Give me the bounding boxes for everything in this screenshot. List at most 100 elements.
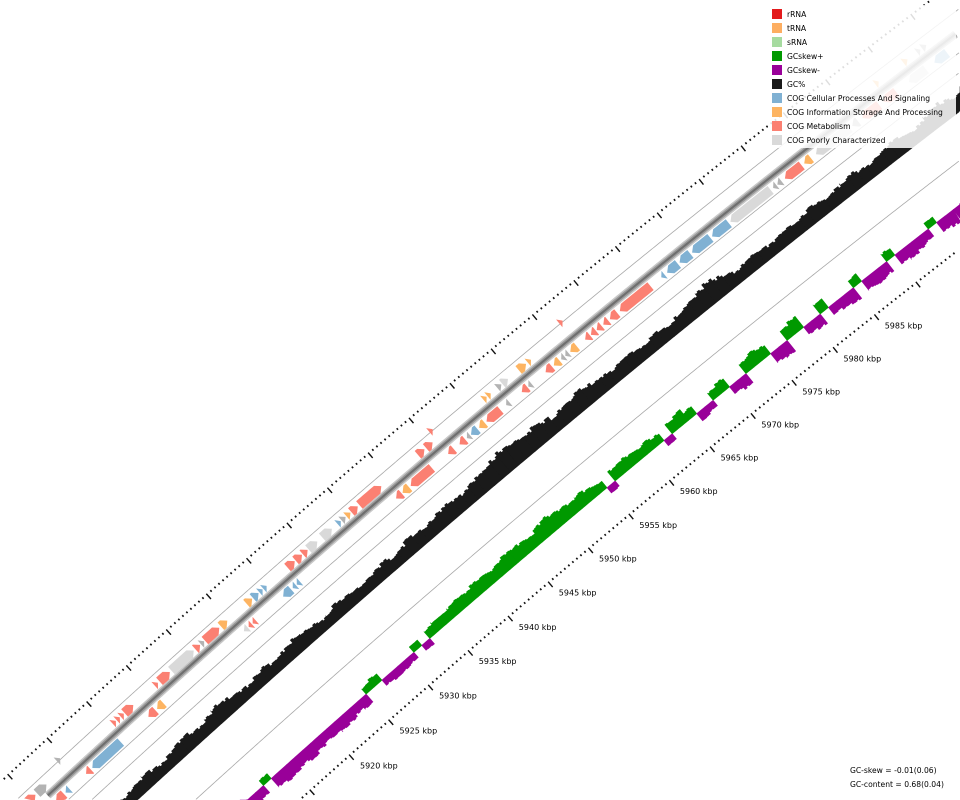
- gene-feature-cog-cellular-reverse[interactable]: [65, 785, 73, 793]
- gene-feature-cog-metabolism-reverse[interactable]: [459, 435, 469, 445]
- gene-feature-cog-metabolism-reverse[interactable]: [619, 282, 654, 312]
- gene-feature-cog-metabolism-forward[interactable]: [556, 319, 563, 328]
- outer-ruler-minor-tick: [639, 225, 643, 229]
- gene-feature-cog-metabolism-reverse[interactable]: [603, 316, 612, 326]
- gene-feature-cog-cellular-reverse[interactable]: [283, 585, 295, 597]
- gene-feature-cog-information-forward[interactable]: [217, 620, 228, 631]
- gene-feature-cog-metabolism-reverse[interactable]: [784, 161, 805, 180]
- gene-feature-uncategorized-reverse[interactable]: [466, 431, 474, 440]
- gene-feature-cog-poorly-characterized-forward[interactable]: [318, 528, 332, 541]
- gene-feature-cog-metabolism-reverse[interactable]: [486, 406, 504, 423]
- inner-ruler-minor-tick: [869, 317, 873, 320]
- gene-feature-cog-metabolism-forward[interactable]: [292, 554, 302, 565]
- gene-feature-cog-metabolism-forward[interactable]: [151, 681, 159, 690]
- outer-ruler-minor-tick: [623, 239, 626, 242]
- gene-feature-uncategorized-reverse[interactable]: [773, 181, 780, 190]
- gene-feature-cog-information-reverse[interactable]: [570, 342, 581, 353]
- gene-feature-cog-information-reverse[interactable]: [157, 699, 167, 710]
- gene-feature-cog-metabolism-forward[interactable]: [356, 485, 382, 509]
- gene-feature-cog-metabolism-forward[interactable]: [284, 560, 295, 572]
- gene-feature-cog-cellular-reverse[interactable]: [292, 581, 300, 590]
- gene-feature-uncategorized-reverse[interactable]: [565, 349, 572, 358]
- gene-feature-cog-poorly-characterized-forward[interactable]: [305, 541, 318, 553]
- gene-feature-cog-cellular-reverse[interactable]: [296, 578, 304, 586]
- gene-feature-cog-cellular-reverse[interactable]: [661, 270, 668, 279]
- gene-feature-cog-poorly-characterized-reverse[interactable]: [243, 623, 252, 632]
- gene-feature-cog-cellular-reverse[interactable]: [679, 250, 694, 264]
- gene-feature-uncategorized-forward[interactable]: [33, 784, 47, 797]
- gc-skew-negative-bar: [803, 320, 818, 335]
- gene-feature-cog-metabolism-reverse[interactable]: [248, 620, 256, 628]
- gene-feature-cog-cellular-forward[interactable]: [249, 592, 259, 602]
- gene-feature-cog-metabolism-forward[interactable]: [121, 704, 134, 717]
- gene-feature-cog-metabolism-reverse[interactable]: [86, 765, 95, 774]
- gene-feature-cog-information-reverse[interactable]: [402, 483, 413, 494]
- gene-feature-uncategorized-reverse[interactable]: [561, 352, 568, 361]
- gene-feature-cog-metabolism-forward[interactable]: [156, 671, 170, 686]
- legend-swatch: [772, 135, 782, 145]
- gene-feature-cog-information-forward[interactable]: [480, 395, 487, 404]
- gene-feature-cog-poorly-characterized-reverse[interactable]: [730, 186, 774, 223]
- gene-feature-cog-cellular-forward[interactable]: [260, 584, 267, 593]
- gene-feature-cog-information-reverse[interactable]: [479, 419, 489, 429]
- gene-feature-cog-metabolism-forward[interactable]: [117, 712, 124, 721]
- gene-feature-uncategorized-reverse[interactable]: [506, 398, 513, 407]
- gene-feature-cog-metabolism-forward[interactable]: [422, 441, 433, 452]
- gene-feature-cog-metabolism-reverse[interactable]: [545, 362, 556, 373]
- gene-feature-uncategorized-reverse[interactable]: [777, 177, 785, 186]
- gene-feature-cog-poorly-characterized-forward[interactable]: [498, 378, 508, 388]
- gene-feature-cog-cellular-reverse[interactable]: [712, 219, 732, 238]
- gene-feature-cog-metabolism-forward[interactable]: [299, 549, 308, 558]
- gene-feature-uncategorized-forward[interactable]: [197, 640, 205, 648]
- legend-item-cog-information: COG Information Storage And Processing: [772, 106, 943, 118]
- outer-ruler-major-tick: [740, 145, 747, 152]
- gene-feature-cog-metabolism-reverse[interactable]: [596, 322, 605, 331]
- gene-feature-cog-information-reverse[interactable]: [553, 356, 563, 366]
- gene-feature-cog-metabolism-reverse[interactable]: [585, 331, 594, 341]
- gene-feature-cog-metabolism-reverse[interactable]: [521, 383, 531, 393]
- gene-feature-cog-cellular-forward[interactable]: [334, 520, 341, 528]
- gene-feature-uncategorized-reverse[interactable]: [528, 380, 535, 388]
- gene-feature-cog-cellular-reverse[interactable]: [471, 425, 481, 436]
- gene-feature-cog-metabolism-reverse[interactable]: [252, 616, 260, 625]
- inner-ruler-minor-tick: [487, 632, 490, 636]
- gene-feature-cog-metabolism-forward[interactable]: [24, 794, 36, 800]
- gene-feature-cog-metabolism-forward[interactable]: [113, 716, 120, 724]
- gene-feature-cog-metabolism-forward[interactable]: [414, 448, 425, 459]
- gene-feature-uncategorized-forward[interactable]: [53, 757, 61, 765]
- ruler-label: 5975 kbp: [802, 387, 840, 396]
- gene-feature-cog-metabolism-reverse[interactable]: [448, 445, 458, 455]
- gc-content-bar: [798, 212, 817, 231]
- gene-feature-cog-metabolism-reverse[interactable]: [396, 489, 406, 499]
- gene-feature-uncategorized-forward[interactable]: [338, 516, 346, 525]
- gene-feature-cog-cellular-reverse[interactable]: [692, 233, 714, 254]
- gene-feature-cog-metabolism-forward[interactable]: [426, 428, 433, 436]
- gc-content-bar: [159, 758, 175, 774]
- gene-feature-cog-metabolism-forward[interactable]: [191, 644, 201, 653]
- gene-feature-cog-metabolism-forward[interactable]: [201, 627, 220, 645]
- gene-feature-uncategorized-forward[interactable]: [494, 384, 502, 392]
- gene-feature-cog-metabolism-reverse[interactable]: [410, 464, 436, 487]
- gene-feature-cog-information-forward[interactable]: [524, 358, 531, 367]
- gene-feature-cog-metabolism-forward[interactable]: [109, 720, 117, 728]
- gene-feature-cog-cellular-reverse[interactable]: [92, 738, 125, 769]
- gene-feature-cog-metabolism-reverse[interactable]: [148, 706, 159, 718]
- gene-feature-cog-metabolism-reverse[interactable]: [590, 326, 600, 336]
- gene-feature-cog-cellular-reverse[interactable]: [667, 260, 682, 274]
- gene-feature-cog-information-forward[interactable]: [484, 392, 491, 400]
- inner-ruler-minor-tick: [451, 663, 455, 667]
- outer-ruler-major-tick: [408, 417, 415, 424]
- gc-skew-positive-bar: [429, 616, 447, 632]
- gene-feature-cog-metabolism-reverse[interactable]: [609, 309, 621, 320]
- gene-feature-cog-poorly-characterized-forward[interactable]: [168, 650, 194, 675]
- gene-feature-cog-cellular-forward[interactable]: [256, 588, 263, 596]
- gene-feature-cog-information-forward[interactable]: [343, 512, 351, 520]
- gene-feature-cog-information-forward[interactable]: [243, 598, 253, 608]
- gc-content-bar: [831, 186, 850, 204]
- gene-feature-cog-information-forward[interactable]: [515, 363, 527, 374]
- inner-ruler-minor-tick: [435, 677, 439, 680]
- inner-ruler-minor-tick: [648, 496, 651, 499]
- gene-feature-cog-metabolism-reverse[interactable]: [56, 790, 68, 800]
- gene-feature-cog-metabolism-forward[interactable]: [348, 506, 358, 516]
- gene-feature-cog-information-reverse[interactable]: [804, 154, 815, 165]
